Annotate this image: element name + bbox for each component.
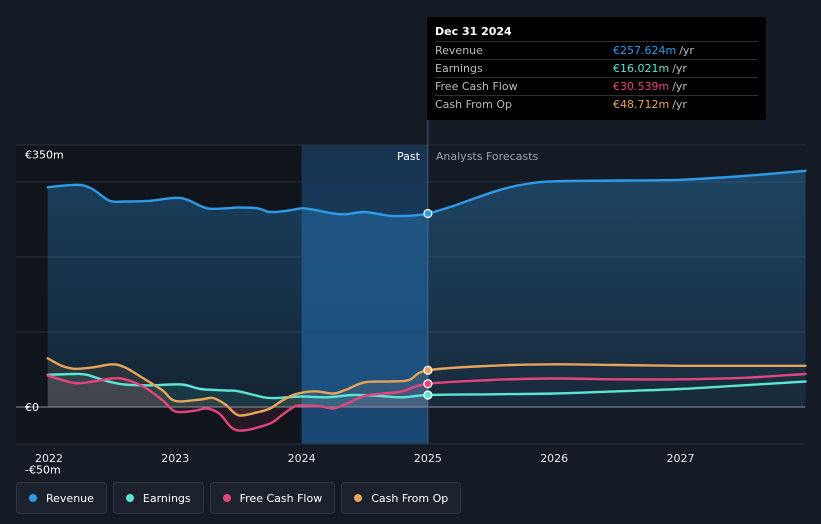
x-tick-label: 2025 <box>414 452 442 465</box>
free-cash-flow-area <box>47 375 428 431</box>
tooltip-value: €16.021m <box>613 62 670 75</box>
tooltip-label: Earnings <box>435 62 483 75</box>
tooltip-value: €257.624m <box>613 44 677 57</box>
free-cash-flow-line <box>46 372 807 432</box>
tooltip-unit: /yr <box>679 44 694 57</box>
tooltip-label: Revenue <box>435 44 483 57</box>
earnings-area <box>47 373 428 407</box>
legend-label: Cash From Op <box>371 491 449 505</box>
tooltip-unit: /yr <box>672 62 687 75</box>
tooltip-unit: /yr <box>672 98 687 111</box>
y-tick-label: €350m <box>25 149 64 162</box>
x-tick-label: 2027 <box>667 452 695 465</box>
legend-item-earnings[interactable]: Earnings <box>112 482 204 514</box>
legend-item-cash-from-op[interactable]: Cash From Op <box>341 482 462 514</box>
revenue-area <box>47 170 806 407</box>
legend-label: Earnings <box>142 491 191 505</box>
past-label: Past <box>397 150 421 163</box>
x-tick-label: 2024 <box>288 452 316 465</box>
tooltip-row-revenue: Revenue €257.624m /yr <box>435 41 758 59</box>
legend: Revenue Earnings Free Cash Flow Cash Fro… <box>16 482 467 514</box>
legend-label: Revenue <box>46 491 94 505</box>
tooltip-row-cash-from-op: Cash From Op €48.712m /yr <box>435 95 758 113</box>
x-tick-label: 2022 <box>35 452 63 465</box>
earnings-dot-icon <box>125 494 134 502</box>
tooltip-row-earnings: Earnings €16.021m /yr <box>435 59 758 77</box>
forecast-label: Analysts Forecasts <box>436 150 539 163</box>
legend-item-free-cash-flow[interactable]: Free Cash Flow <box>209 482 336 514</box>
x-tick-label: 2023 <box>161 452 189 465</box>
tooltip-value: €30.539m <box>613 80 670 93</box>
revenue-dot-icon <box>29 494 37 502</box>
tooltip-row-free-cash-flow: Free Cash Flow €30.539m /yr <box>435 77 758 95</box>
tooltip: Dec 31 2024 Revenue €257.624m /yr Earnin… <box>427 17 766 120</box>
cash-from-op-dot-icon <box>354 494 363 502</box>
tooltip-label: Free Cash Flow <box>435 80 518 93</box>
free-cash-flow-dot-icon <box>222 494 231 502</box>
legend-label: Free Cash Flow <box>239 491 323 505</box>
cash-from-op-marker <box>423 365 433 375</box>
legend-item-revenue[interactable]: Revenue <box>16 482 107 514</box>
y-tick-label: €0 <box>25 401 39 414</box>
tooltip-value: €48.712m <box>613 98 670 111</box>
cash-from-op-line <box>46 357 807 417</box>
earnings-marker <box>423 390 433 400</box>
y-tick-label: -€50m <box>25 464 61 477</box>
tooltip-date: Dec 31 2024 <box>435 25 512 38</box>
tooltip-unit: /yr <box>672 80 687 93</box>
revenue-line <box>46 169 807 218</box>
tooltip-label: Cash From Op <box>435 98 513 111</box>
cash-from-op-area <box>47 358 428 416</box>
free-cash-flow-marker <box>423 379 433 389</box>
revenue-marker <box>423 208 433 219</box>
x-tick-label: 2026 <box>540 452 568 465</box>
